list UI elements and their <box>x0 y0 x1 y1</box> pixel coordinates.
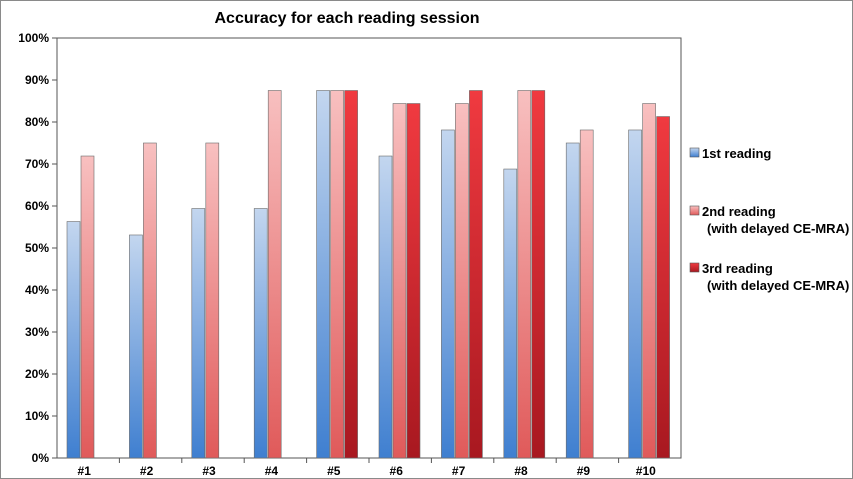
x-tick-label: #1 <box>78 464 92 478</box>
y-tick-label: 30% <box>25 325 49 339</box>
bar-2nd-reading-5 <box>330 90 344 459</box>
x-tick-label: #2 <box>140 464 154 478</box>
y-tick-label: 40% <box>25 283 49 297</box>
bar-2nd-reading-8 <box>517 90 532 459</box>
y-tick-label: 50% <box>25 241 49 255</box>
bar-1st-reading-5 <box>316 90 330 459</box>
x-tick-label: #3 <box>202 464 216 478</box>
x-tick-label: #9 <box>577 464 591 478</box>
y-tick-label: 70% <box>25 157 49 171</box>
bar-2nd-reading-6 <box>392 103 407 459</box>
bar-2nd-reading-7 <box>455 103 469 459</box>
bar-3rd-reading-6 <box>406 103 421 459</box>
bar-2nd-reading-1 <box>80 155 95 459</box>
legend: 1st reading 2nd reading (with delayed CE-M… <box>689 146 849 293</box>
bar-2nd-reading-10 <box>642 103 656 459</box>
bar-2nd-reading-9 <box>579 129 594 459</box>
bar-2nd-reading-4 <box>267 90 282 459</box>
bar-3rd-reading-10 <box>656 116 670 459</box>
bar-1st-reading-6 <box>378 155 393 459</box>
legend-swatch <box>689 262 700 273</box>
legend-label: 2nd reading <box>702 204 776 219</box>
bar-1st-reading-7 <box>441 129 455 459</box>
bar-1st-reading-1 <box>66 221 81 459</box>
bar-3rd-reading-5 <box>344 90 358 459</box>
bar-2nd-reading-3 <box>205 142 220 459</box>
bar-1st-reading-9 <box>565 142 580 459</box>
bar-1st-reading-4 <box>253 208 268 459</box>
x-tick-label: #4 <box>265 464 279 478</box>
chart-title: Accuracy for each reading session <box>215 10 480 27</box>
bar-2nd-reading-2 <box>143 142 157 459</box>
x-tick-label: #6 <box>390 464 404 478</box>
y-tick-label: 90% <box>25 73 49 87</box>
legend-swatch <box>689 205 700 216</box>
y-tick-label: 60% <box>25 199 49 213</box>
bars <box>66 90 670 459</box>
x-tick-label: #5 <box>327 464 341 478</box>
bar-3rd-reading-8 <box>531 90 546 459</box>
bar-1st-reading-10 <box>628 129 642 459</box>
x-tick-label: #10 <box>636 464 656 478</box>
y-tick-label: 80% <box>25 115 49 129</box>
bar-1st-reading-3 <box>191 208 206 459</box>
x-axis: #1 #2 #3 #4 #5 #6 #7 #8 #9 #10 <box>78 458 656 478</box>
legend-label: 3rd reading <box>702 261 773 276</box>
legend-swatch <box>689 147 700 158</box>
legend-label: 1st reading <box>702 146 771 161</box>
y-tick-label: 100% <box>18 31 49 45</box>
bar-1st-reading-2 <box>129 234 143 459</box>
bar-3rd-reading-7 <box>469 90 483 459</box>
y-tick-label: 10% <box>25 409 49 423</box>
y-tick-label: 0% <box>32 451 50 465</box>
legend-label-line2: (with delayed CE-MRA) <box>707 221 849 236</box>
legend-label-line2: (with delayed CE-MRA) <box>707 278 849 293</box>
x-tick-label: #7 <box>452 464 466 478</box>
y-tick-label: 20% <box>25 367 49 381</box>
bar-1st-reading-8 <box>503 168 518 459</box>
y-axis: 0% 10% 20% 30% 40% 50% 60% 70% 80% 90% 100% <box>18 31 57 465</box>
x-tick-label: #8 <box>514 464 528 478</box>
